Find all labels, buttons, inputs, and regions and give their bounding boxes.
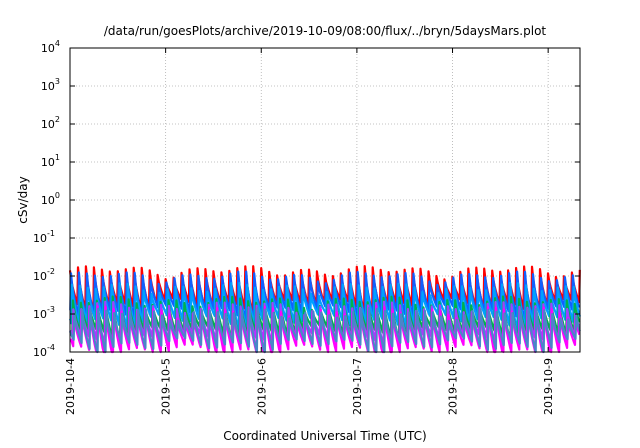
x-axis-ticks: 2019-10-4 2019-10-5 2019-10-6 2019-10-7 2019… xyxy=(64,48,555,415)
x-axis-label: Coordinated Universal Time (UTC) xyxy=(223,429,426,443)
y-tick-label: 10-1 xyxy=(33,229,55,245)
y-tick-label: 10-3 xyxy=(33,305,55,321)
series-layer xyxy=(68,265,581,354)
series-line xyxy=(69,270,580,324)
y-tick-label: 103 xyxy=(41,77,60,93)
chart-title: /data/run/goesPlots/archive/2019-10-09/0… xyxy=(104,24,547,38)
y-tick-label: 10-2 xyxy=(33,267,55,283)
y-tick-label: 100 xyxy=(41,191,60,207)
x-tick-label: 2019-10-8 xyxy=(447,358,460,415)
x-tick-label: 2019-10-7 xyxy=(351,358,364,415)
y-axis-label: cSv/day xyxy=(16,176,30,223)
series-line xyxy=(68,306,581,354)
x-tick-label: 2019-10-6 xyxy=(255,358,268,415)
y-tick-label: 102 xyxy=(41,115,60,131)
y-tick-label: 10-4 xyxy=(33,343,55,359)
x-tick-label: 2019-10-4 xyxy=(64,358,77,415)
y-tick-label: 101 xyxy=(41,153,60,169)
y-tick-label: 104 xyxy=(41,39,60,55)
y-axis-ticks: 104 103 102 101 100 10-1 10-2 10-3 10-4 xyxy=(33,39,580,359)
series-line xyxy=(69,281,581,333)
x-tick-label: 2019-10-5 xyxy=(160,358,173,415)
x-tick-label: 2019-10-9 xyxy=(542,358,555,415)
